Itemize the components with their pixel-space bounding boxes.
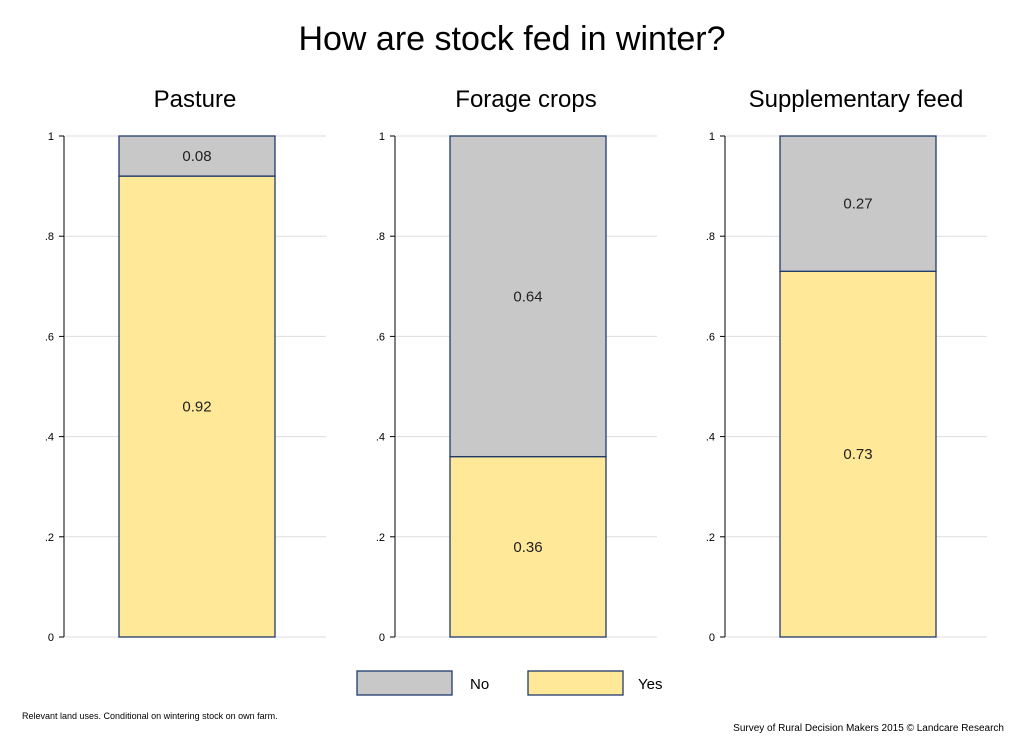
panel: Pasture 0 .2 .4 .6 .8 1 0.92 0.08 <box>45 86 326 644</box>
panel: Supplementary feed 0 .2 .4 .6 .8 1 0.73 0.27 <box>706 86 987 644</box>
data-label: 0.27 <box>843 196 872 213</box>
data-label: 0.64 <box>513 288 542 305</box>
y-tick-label: .4 <box>376 432 385 444</box>
y-tick-label: .2 <box>706 532 715 544</box>
y-tick-label: 0 <box>48 632 54 644</box>
y-tick-label: .6 <box>706 331 715 343</box>
legend-label: Yes <box>638 676 662 693</box>
y-tick-label: .8 <box>45 231 54 243</box>
y-tick-label: .6 <box>376 331 385 343</box>
y-tick-label: .4 <box>45 432 54 444</box>
footnote: Relevant land uses. Conditional on winte… <box>22 711 278 721</box>
data-label: 0.36 <box>513 539 542 556</box>
panel: Forage crops 0 .2 .4 .6 .8 1 0.36 0.64 <box>376 86 657 644</box>
bar-segment-yes <box>118 175 276 638</box>
panel-title: Pasture <box>154 86 237 113</box>
bar-segment-yes <box>449 455 607 638</box>
legend-swatch-no <box>356 670 453 696</box>
y-tick-label: .4 <box>706 432 715 444</box>
y-tick-label: 0 <box>379 632 385 644</box>
y-tick-label: 1 <box>379 131 385 143</box>
panel-title: Forage crops <box>455 86 596 113</box>
panel-title: Supplementary feed <box>749 86 964 113</box>
data-label: 0.08 <box>182 148 211 165</box>
bar-segment-no <box>118 135 276 177</box>
y-tick-label: 0 <box>709 632 715 644</box>
legend-swatch-yes <box>527 670 624 696</box>
data-label: 0.73 <box>843 446 872 463</box>
y-tick-label: .2 <box>376 532 385 544</box>
y-tick-label: .8 <box>376 231 385 243</box>
chart-title: How are stock fed in winter? <box>298 20 725 58</box>
y-tick-label: .6 <box>45 331 54 343</box>
legend: No Yes <box>356 670 662 696</box>
data-label: 0.92 <box>182 399 211 416</box>
y-tick-label: 1 <box>709 131 715 143</box>
legend-label: No <box>470 676 489 693</box>
y-tick-label: .2 <box>45 532 54 544</box>
y-tick-label: .8 <box>706 231 715 243</box>
source-credit: Survey of Rural Decision Makers 2015 © L… <box>733 723 1004 734</box>
bar-segment-no <box>449 135 607 458</box>
bar-segment-no <box>779 135 937 272</box>
y-tick-label: 1 <box>48 131 54 143</box>
